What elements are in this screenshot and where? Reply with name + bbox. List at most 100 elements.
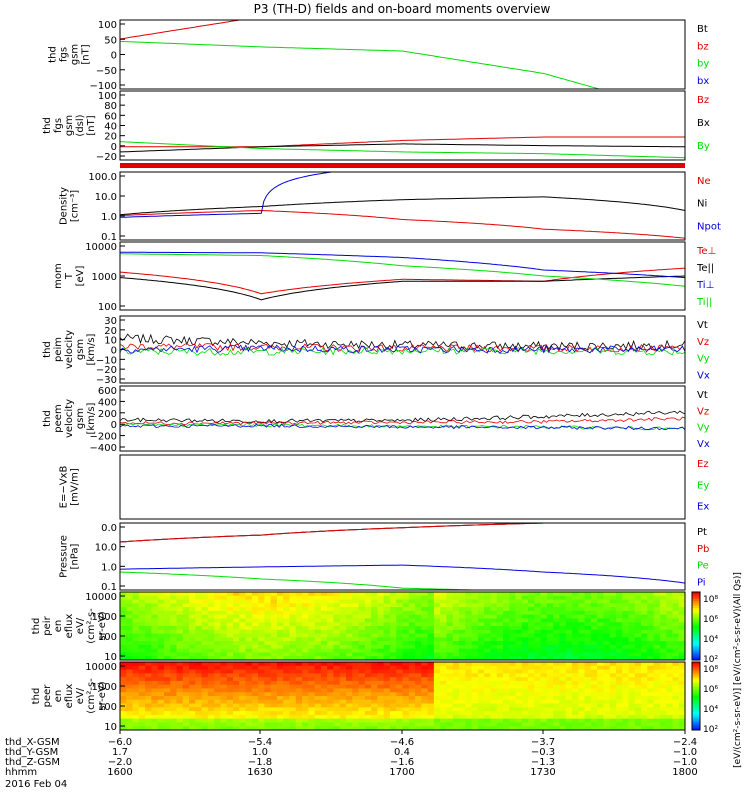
heat-cell (427, 696, 435, 701)
heat-cell (333, 680, 341, 686)
heat-cell (546, 680, 554, 686)
heat-cell (534, 692, 542, 697)
heat-cell (659, 592, 667, 597)
heat-cell (559, 722, 567, 727)
heat-cell (408, 633, 416, 638)
heat-cell (628, 677, 636, 682)
heat-cell (647, 662, 655, 667)
heat-cell (245, 599, 253, 604)
heat-cell (327, 633, 335, 638)
heat-cell (195, 595, 203, 601)
heat-cell (352, 656, 360, 660)
heat-cell (521, 692, 529, 697)
heat-cell (672, 692, 680, 697)
heat-cell (245, 711, 253, 716)
heat-cell (628, 637, 636, 642)
heat-cell (666, 618, 674, 623)
heat-cell (302, 656, 309, 660)
y-axis-label: peim (53, 337, 64, 362)
plot-area (120, 523, 685, 590)
heat-cell (276, 684, 284, 690)
heat-cell (615, 696, 623, 701)
heat-cell (490, 680, 498, 686)
heat-cell (647, 665, 655, 671)
heat-cell (402, 707, 410, 712)
heat-cell (245, 641, 253, 646)
heat-cell (195, 677, 203, 682)
heat-cell (647, 684, 655, 690)
heat-cell (157, 652, 165, 657)
heat-cell (371, 592, 378, 597)
heat-cell (641, 696, 648, 701)
heat-cell (465, 595, 473, 601)
heat-cell (132, 677, 140, 682)
heat-cell (471, 629, 479, 635)
heat-cell (163, 644, 171, 650)
heat-cell (270, 626, 278, 631)
heat-cell (578, 703, 586, 708)
colorbar-tick-label: 10⁸ (703, 665, 718, 675)
heat-cell (603, 680, 611, 686)
heat-cell (402, 626, 410, 631)
heat-cell (176, 629, 184, 635)
heat-cell (289, 680, 297, 686)
heat-cell (477, 610, 485, 616)
heat-cell (389, 629, 397, 635)
heat-cell (515, 592, 523, 597)
heat-cell (584, 669, 592, 674)
heat-cell (452, 718, 460, 724)
heat-cell (546, 696, 554, 701)
heat-cell (528, 688, 535, 693)
heat-cell (402, 673, 410, 678)
heat-cell (126, 680, 134, 686)
heat-cell (659, 677, 667, 682)
heat-cell (496, 669, 504, 674)
heat-cell (659, 656, 667, 660)
heat-cell (672, 680, 680, 686)
plot-area (120, 20, 602, 89)
heat-cell (559, 603, 567, 608)
heat-cell (653, 637, 661, 642)
heat-cell (163, 592, 171, 597)
heat-cell (653, 669, 661, 674)
y-axis-label: gsm (75, 408, 86, 429)
heat-cell (377, 692, 385, 697)
heat-cell (364, 707, 372, 712)
heat-cell (157, 684, 165, 690)
heat-cell (389, 677, 397, 682)
y-tick-label: 400 (98, 397, 117, 408)
heat-cell (471, 673, 479, 678)
heat-cell (446, 665, 454, 671)
heat-cell (540, 673, 548, 678)
heat-cell (653, 662, 661, 667)
heat-cell (358, 669, 366, 674)
heat-cell (477, 718, 485, 724)
heat-cell (226, 718, 234, 724)
heat-cell (220, 711, 228, 716)
colorbar-cell (692, 657, 700, 661)
heat-cell (195, 614, 203, 620)
heat-cell (440, 595, 448, 601)
heat-cell (540, 633, 548, 638)
heat-cell (176, 684, 184, 690)
heat-cell (553, 618, 561, 623)
heat-cell (647, 673, 655, 678)
heat-cell (138, 622, 146, 627)
heat-cell (534, 652, 542, 657)
heat-cell (207, 595, 215, 601)
heat-cell (251, 699, 259, 705)
heat-cell (452, 648, 460, 654)
heat-cell (415, 696, 422, 701)
heat-cell (157, 610, 165, 616)
y-axis-label: sr-eV) (97, 681, 108, 710)
heat-cell (609, 618, 617, 623)
heat-cell (459, 626, 466, 631)
heat-cell (339, 677, 347, 682)
heat-cell (509, 641, 517, 646)
heat-cell (415, 633, 422, 638)
heat-cell (270, 610, 278, 616)
heat-cell (452, 711, 460, 716)
heat-cell (678, 718, 685, 724)
heat-cell (534, 669, 542, 674)
heat-cell (383, 599, 391, 604)
